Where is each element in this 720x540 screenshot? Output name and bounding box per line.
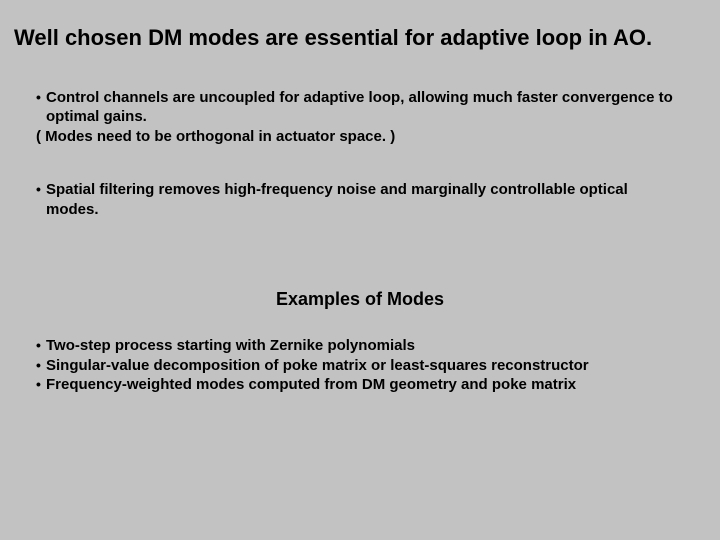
list-item-text: Two-step process starting with Zernike p… [46,336,676,356]
bullet-block-2: • Spatial filtering removes high-frequen… [36,180,676,219]
spacer [14,219,706,289]
paren-note: ( Modes need to be orthogonal in actuato… [36,127,676,147]
list-item: • Frequency-weighted modes computed from… [36,375,676,395]
list-item-text: Frequency-weighted modes computed from D… [46,375,676,395]
bullet-block-1: • Control channels are uncoupled for ada… [36,88,676,147]
bullet-icon: • [36,336,46,354]
examples-list: • Two-step process starting with Zernike… [36,336,676,395]
slide-title: Well chosen DM modes are essential for a… [14,24,706,52]
bullet-text: Control channels are uncoupled for adapt… [46,88,676,127]
slide-container: Well chosen DM modes are essential for a… [0,0,720,540]
bullet-item: • Control channels are uncoupled for ada… [36,88,676,127]
subheading-examples: Examples of Modes [14,289,706,310]
bullet-icon: • [36,88,46,106]
list-item-text: Singular-value decomposition of poke mat… [46,356,676,376]
bullet-item: • Spatial filtering removes high-frequen… [36,180,676,219]
list-item: • Two-step process starting with Zernike… [36,336,676,356]
bullet-text: Spatial filtering removes high-frequency… [46,180,676,219]
bullet-icon: • [36,180,46,198]
bullet-icon: • [36,375,46,393]
bullet-icon: • [36,356,46,374]
spacer [14,150,706,180]
list-item: • Singular-value decomposition of poke m… [36,356,676,376]
spacer [14,310,706,336]
